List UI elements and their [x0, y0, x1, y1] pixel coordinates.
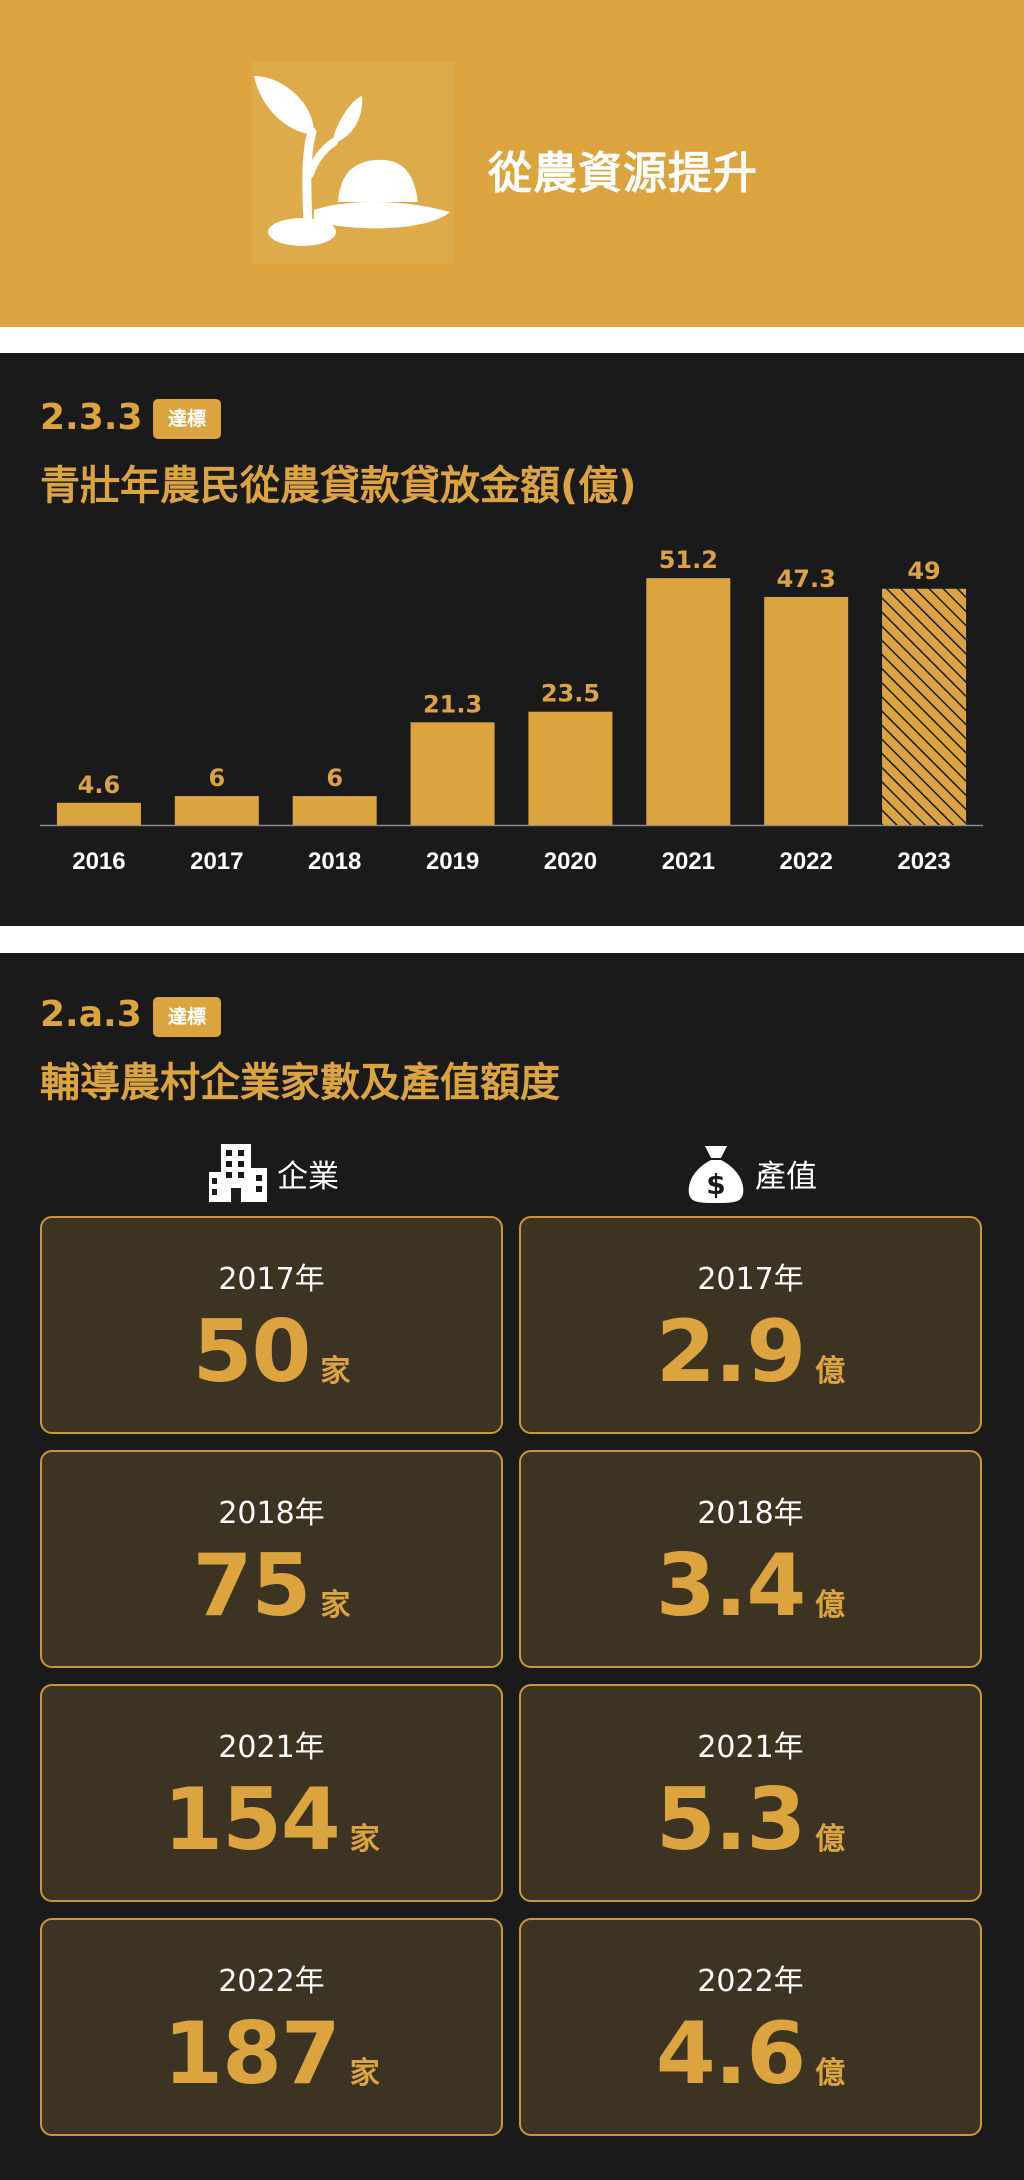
- enterprise-card: 2022年 187 家: [40, 1918, 503, 2136]
- card-value: 5.3: [655, 1770, 806, 1870]
- x-tick-label: 2019: [426, 848, 479, 875]
- loan-chart-section: 2.3.3 達標 青壯年農民從農貸款貸放金額(億): [0, 353, 1024, 926]
- bar-2023: [882, 588, 967, 825]
- output-card: 2021年 5.3 億: [519, 1684, 982, 1902]
- data-label: 6: [208, 764, 225, 792]
- card-value-row: 5.3 億: [521, 1770, 980, 1870]
- output-label: 產值: [755, 1158, 817, 1195]
- money-bag-icon: $: [688, 1146, 744, 1203]
- card-value: 50: [192, 1302, 312, 1402]
- bar-2021: [646, 578, 731, 825]
- status-badge: 達標: [153, 997, 221, 1037]
- bar-2017: [174, 796, 259, 825]
- data-label: 23.5: [541, 680, 600, 708]
- data-label: 4.6: [78, 771, 121, 799]
- card-year: 2021年: [697, 1730, 804, 1765]
- bar-2019: [410, 722, 495, 825]
- indicator-code: 2.3.3: [40, 397, 143, 438]
- data-label: 49: [907, 557, 940, 585]
- card-year: 2017年: [218, 1262, 325, 1297]
- card-value-row: 2.9 億: [521, 1302, 980, 1402]
- card-unit: 家: [349, 2056, 380, 2091]
- building-icon: [209, 1144, 267, 1202]
- indicator-code: 2.a.3: [40, 994, 142, 1035]
- x-tick-label: 2017: [190, 848, 243, 875]
- x-tick-label: 2022: [779, 848, 832, 875]
- section-title: 青壯年農民從農貸款貸放金額(億): [40, 463, 637, 509]
- status-badge: 達標: [153, 399, 221, 439]
- output-column-header: $ 產值: [685, 1143, 817, 1203]
- section-title: 輔導農村企業家數及產值額度: [40, 1060, 560, 1106]
- card-year: 2018年: [218, 1496, 325, 1531]
- card-unit: 億: [815, 1822, 846, 1857]
- card-year: 2022年: [218, 1964, 325, 1999]
- enterprise-card: 2021年 154 家: [40, 1684, 503, 1902]
- enterprise-label: 企業: [277, 1158, 339, 1195]
- card-value: 4.6: [655, 2004, 806, 2104]
- data-label: 47.3: [777, 565, 836, 593]
- data-label: 51.2: [659, 546, 718, 574]
- card-unit: 家: [320, 1588, 351, 1623]
- bar-2018: [292, 796, 377, 825]
- card-unit: 億: [815, 2056, 846, 2091]
- card-year: 2022年: [697, 1964, 804, 1999]
- card-value-row: 154 家: [42, 1770, 501, 1870]
- enterprise-card: 2017年 50 家: [40, 1216, 503, 1434]
- x-tick-label: 2018: [308, 848, 361, 875]
- card-unit: 億: [815, 1354, 846, 1389]
- card-value: 75: [192, 1536, 312, 1636]
- svg-text:$: $: [706, 1168, 725, 1201]
- card-value: 154: [163, 1770, 341, 1870]
- card-value-row: 75 家: [42, 1536, 501, 1636]
- bar-chart: 4.6 2016 6 2017 6 2018 21.3 2019 23.5 2020 51.2 202…: [40, 546, 983, 875]
- x-tick-label: 2020: [544, 848, 597, 875]
- output-card: 2022年 4.6 億: [519, 1918, 982, 2136]
- card-unit: 億: [815, 1588, 846, 1623]
- card-unit: 家: [349, 1822, 380, 1857]
- card-year: 2018年: [697, 1496, 804, 1531]
- bar-2020: [528, 711, 613, 825]
- x-tick-label: 2021: [662, 848, 715, 875]
- card-value: 3.4: [655, 1536, 806, 1636]
- page-title: 從農資源提升: [488, 148, 758, 199]
- data-label: 21.3: [423, 690, 482, 718]
- bar-2016: [56, 802, 141, 825]
- enterprise-column-header: 企業: [207, 1143, 339, 1203]
- x-tick-label: 2023: [897, 848, 950, 875]
- card-value-row: 187 家: [42, 2004, 501, 2104]
- x-tick-label: 2016: [72, 848, 125, 875]
- sprout-hat-icon: [252, 62, 454, 264]
- card-value: 2.9: [655, 1302, 806, 1402]
- card-value-row: 4.6 億: [521, 2004, 980, 2104]
- card-value-row: 50 家: [42, 1302, 501, 1402]
- card-value-row: 3.4 億: [521, 1536, 980, 1636]
- enterprise-card: 2018年 75 家: [40, 1450, 503, 1668]
- hero-banner: 從農資源提升: [0, 0, 1024, 327]
- card-unit: 家: [320, 1354, 351, 1389]
- bar-2022: [764, 596, 849, 825]
- card-year: 2021年: [218, 1730, 325, 1765]
- card-year: 2017年: [697, 1262, 804, 1297]
- card-value: 187: [163, 2004, 341, 2104]
- output-card: 2018年 3.4 億: [519, 1450, 982, 1668]
- output-card: 2017年 2.9 億: [519, 1216, 982, 1434]
- data-label: 6: [326, 764, 343, 792]
